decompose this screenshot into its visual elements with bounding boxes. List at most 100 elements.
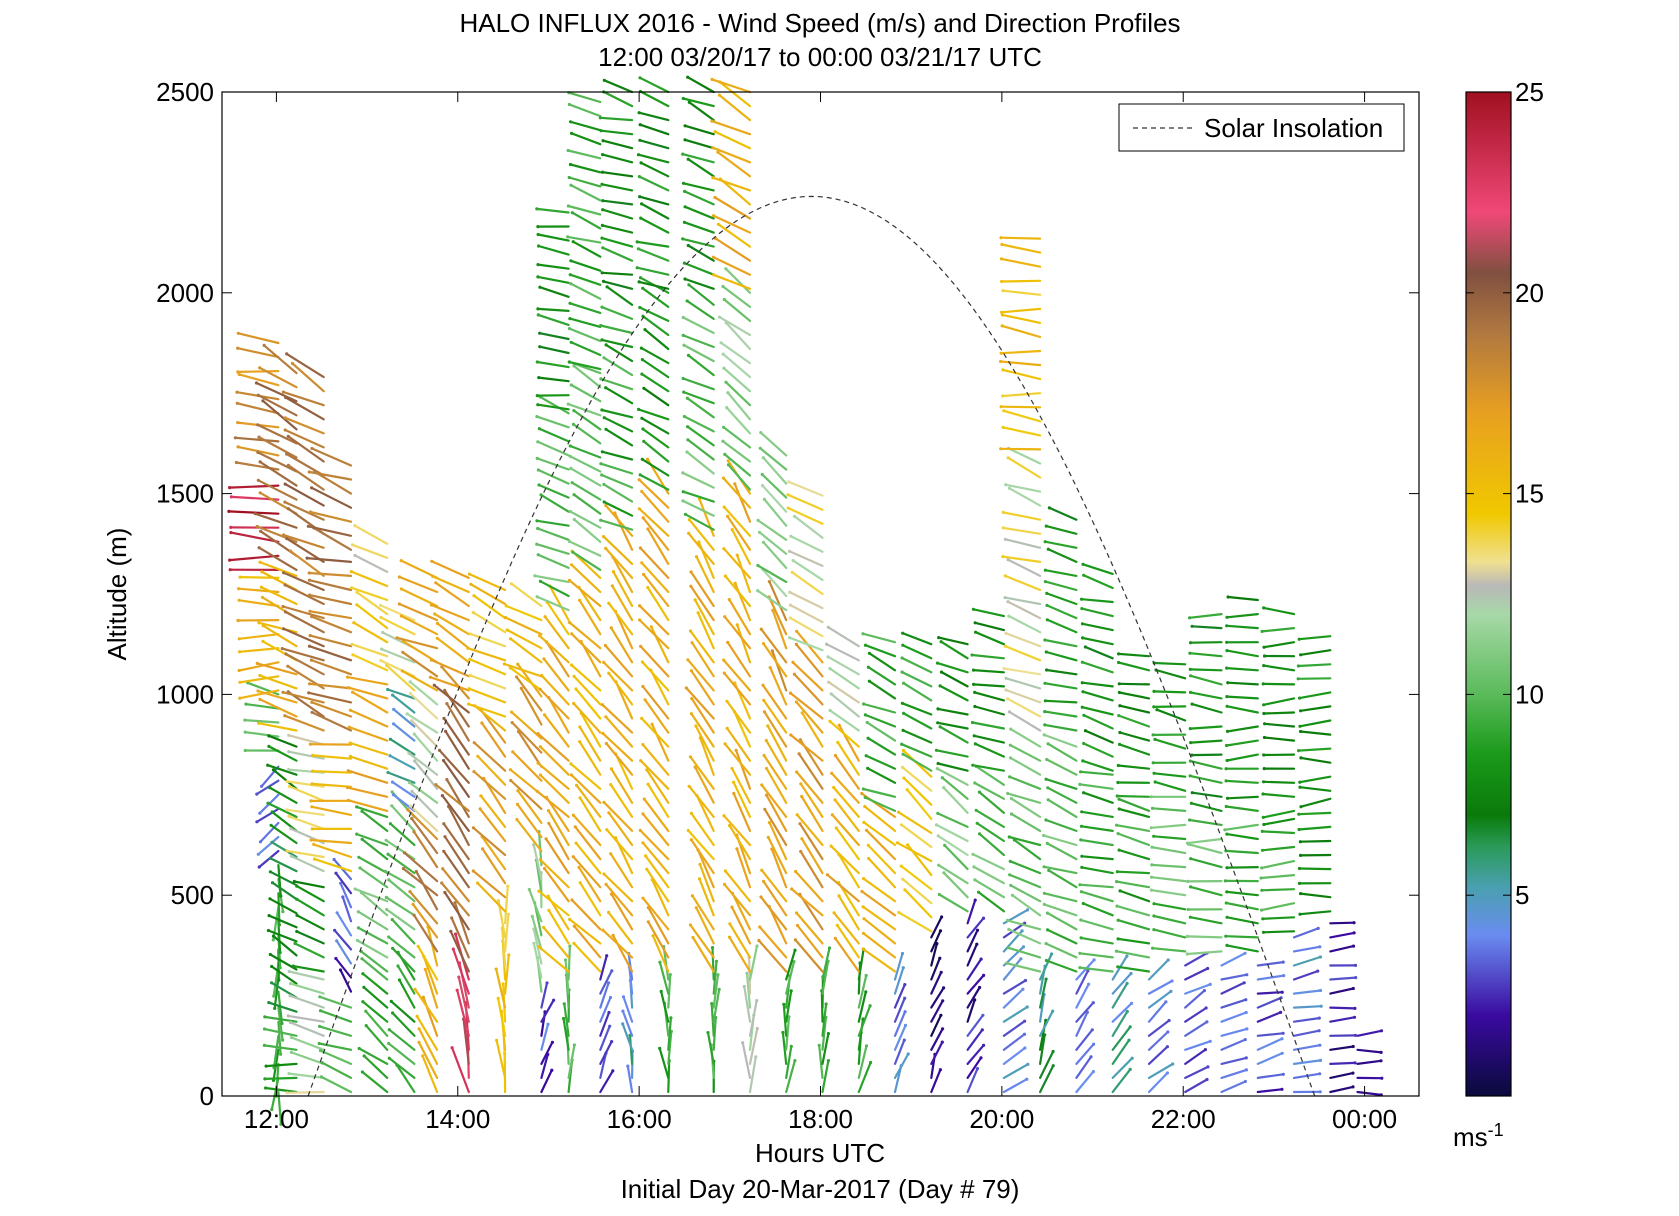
wind-barb xyxy=(761,683,788,720)
wind-barb xyxy=(860,889,897,917)
wind-barb xyxy=(682,390,715,405)
legend-box xyxy=(1118,103,1405,152)
wind-barb xyxy=(572,517,602,543)
wind-barb xyxy=(604,386,634,405)
wind-barb xyxy=(572,701,602,734)
wind-barb xyxy=(935,767,969,786)
wind-barb xyxy=(451,947,470,995)
wind-barb xyxy=(1292,926,1320,939)
wind-barb xyxy=(1299,892,1332,899)
wind-barb xyxy=(721,352,752,379)
wind-barb xyxy=(639,216,670,234)
wind-barb xyxy=(290,361,325,393)
wind-barb xyxy=(1038,952,1054,981)
wind-barb xyxy=(350,586,389,602)
wind-barb xyxy=(435,621,470,650)
wind-barb xyxy=(1296,677,1332,681)
wind-barb xyxy=(443,890,470,931)
wind-barb xyxy=(1225,943,1259,953)
wind-barb xyxy=(357,1046,389,1066)
wind-barb xyxy=(289,1050,325,1066)
wind-barb xyxy=(540,1022,550,1051)
wind-barb xyxy=(789,733,824,762)
wind-barb xyxy=(971,763,1006,772)
x-tick-label: 14:00 xyxy=(425,1104,490,1134)
wind-barb xyxy=(1046,786,1078,804)
wind-barb xyxy=(1080,607,1114,618)
wind-barb xyxy=(687,531,715,566)
wind-barb xyxy=(515,817,543,853)
wind-barb xyxy=(1080,854,1114,861)
wind-barb xyxy=(568,620,602,650)
wind-barb xyxy=(1226,595,1259,602)
wind-barb xyxy=(638,305,670,322)
wind-barb xyxy=(417,1040,439,1080)
wind-barb xyxy=(1075,1001,1095,1023)
wind-barb xyxy=(442,822,470,861)
wind-barb xyxy=(1262,664,1296,672)
wind-barb xyxy=(599,981,611,1009)
wind-barb xyxy=(761,540,788,570)
wind-barb xyxy=(570,563,602,594)
wind-barb xyxy=(1046,547,1078,564)
wind-barb xyxy=(288,994,325,1009)
wind-barb xyxy=(1000,307,1042,314)
wind-barb xyxy=(536,553,570,570)
wind-barb xyxy=(1356,1059,1383,1066)
wind-barb xyxy=(364,1009,389,1037)
wind-barb xyxy=(1000,313,1042,324)
wind-barb xyxy=(1297,747,1332,753)
wind-barb xyxy=(1115,794,1151,798)
wind-barb xyxy=(765,766,788,804)
wind-barb xyxy=(1292,1004,1323,1009)
wind-barb xyxy=(604,882,634,917)
wind-barb xyxy=(253,512,298,529)
wind-barb xyxy=(1224,934,1259,939)
wind-barb xyxy=(602,356,634,377)
wind-barb xyxy=(428,675,470,692)
wind-barb xyxy=(1000,242,1042,254)
wind-barb xyxy=(681,315,715,335)
wind-barb xyxy=(733,482,752,523)
wind-barb xyxy=(638,123,670,136)
wind-barb xyxy=(268,870,298,887)
wind-barb xyxy=(640,561,670,594)
wind-barb xyxy=(605,285,634,306)
wind-barb xyxy=(537,889,570,917)
wind-barb xyxy=(865,720,897,742)
wind-barb xyxy=(636,247,670,262)
wind-barb xyxy=(637,478,670,509)
wind-barb xyxy=(900,656,933,674)
wind-barb xyxy=(1185,934,1223,939)
wind-barb xyxy=(937,636,969,646)
wind-barb xyxy=(800,711,824,748)
wind-barb xyxy=(1081,690,1114,702)
wind-barb xyxy=(1001,555,1042,564)
wind-barb xyxy=(698,862,715,903)
wind-barb xyxy=(385,907,416,931)
wind-barb xyxy=(762,497,788,527)
wind-barb xyxy=(723,869,752,903)
wind-barb xyxy=(286,1014,325,1023)
wind-barb xyxy=(862,702,897,714)
wind-barb xyxy=(567,175,602,188)
wind-barb xyxy=(408,691,439,720)
wind-barb xyxy=(724,380,752,407)
wind-barb xyxy=(567,539,602,557)
wind-barb xyxy=(1004,688,1042,704)
wind-barb xyxy=(260,765,280,788)
wind-barb xyxy=(543,615,570,650)
wind-barb xyxy=(401,867,439,897)
wind-barb xyxy=(502,662,543,678)
wind-barb xyxy=(1292,955,1322,967)
wind-barb xyxy=(766,724,788,762)
wind-barb xyxy=(542,866,570,903)
wind-barb xyxy=(645,867,670,903)
wind-barb xyxy=(1043,568,1078,578)
wind-barb xyxy=(798,822,824,861)
wind-barb xyxy=(283,416,325,435)
wind-barb xyxy=(1329,921,1356,925)
colorbar-ticks: 5 10 15 20 25 xyxy=(1466,77,1544,910)
wind-barb xyxy=(1184,1006,1208,1023)
